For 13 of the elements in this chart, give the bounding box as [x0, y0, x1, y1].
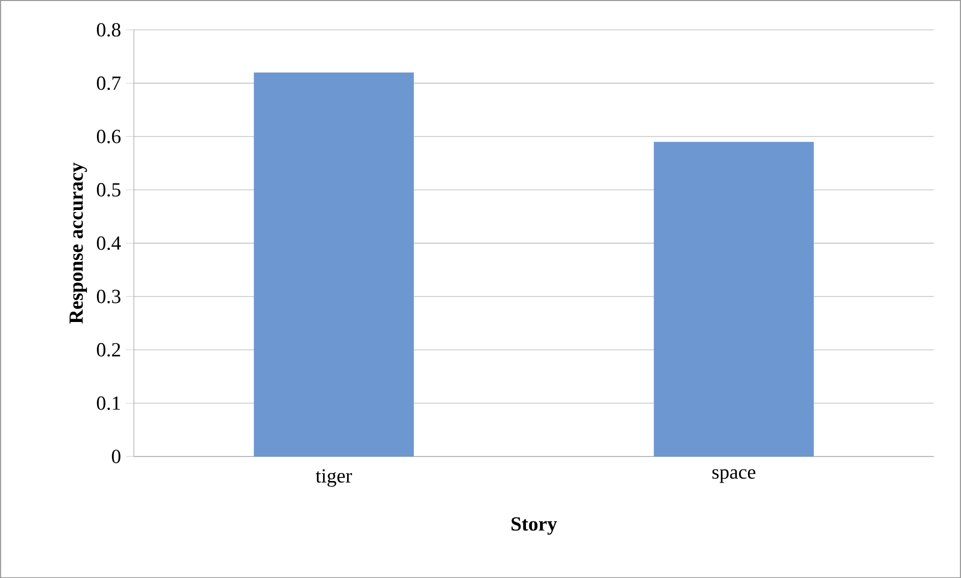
y-tick-label: 0 — [112, 450, 120, 464]
y-tick-label: 0.4 — [96, 236, 121, 250]
y-tick-label: 0.3 — [96, 290, 120, 304]
y-tick-label: 0.6 — [96, 130, 121, 144]
y-tick-label: 0.7 — [96, 76, 121, 90]
x-axis-title: Story — [512, 517, 557, 535]
x-tick-label: tiger — [316, 469, 352, 487]
y-tick-label: 0.1 — [96, 396, 120, 410]
y-tick-label: 0.2 — [96, 342, 120, 356]
y-tick-label: 0.5 — [96, 182, 120, 196]
x-tick-label: space — [712, 469, 756, 483]
y-axis-title: Response accuracy — [70, 162, 87, 324]
y-tick-label: 0.8 — [96, 22, 120, 36]
